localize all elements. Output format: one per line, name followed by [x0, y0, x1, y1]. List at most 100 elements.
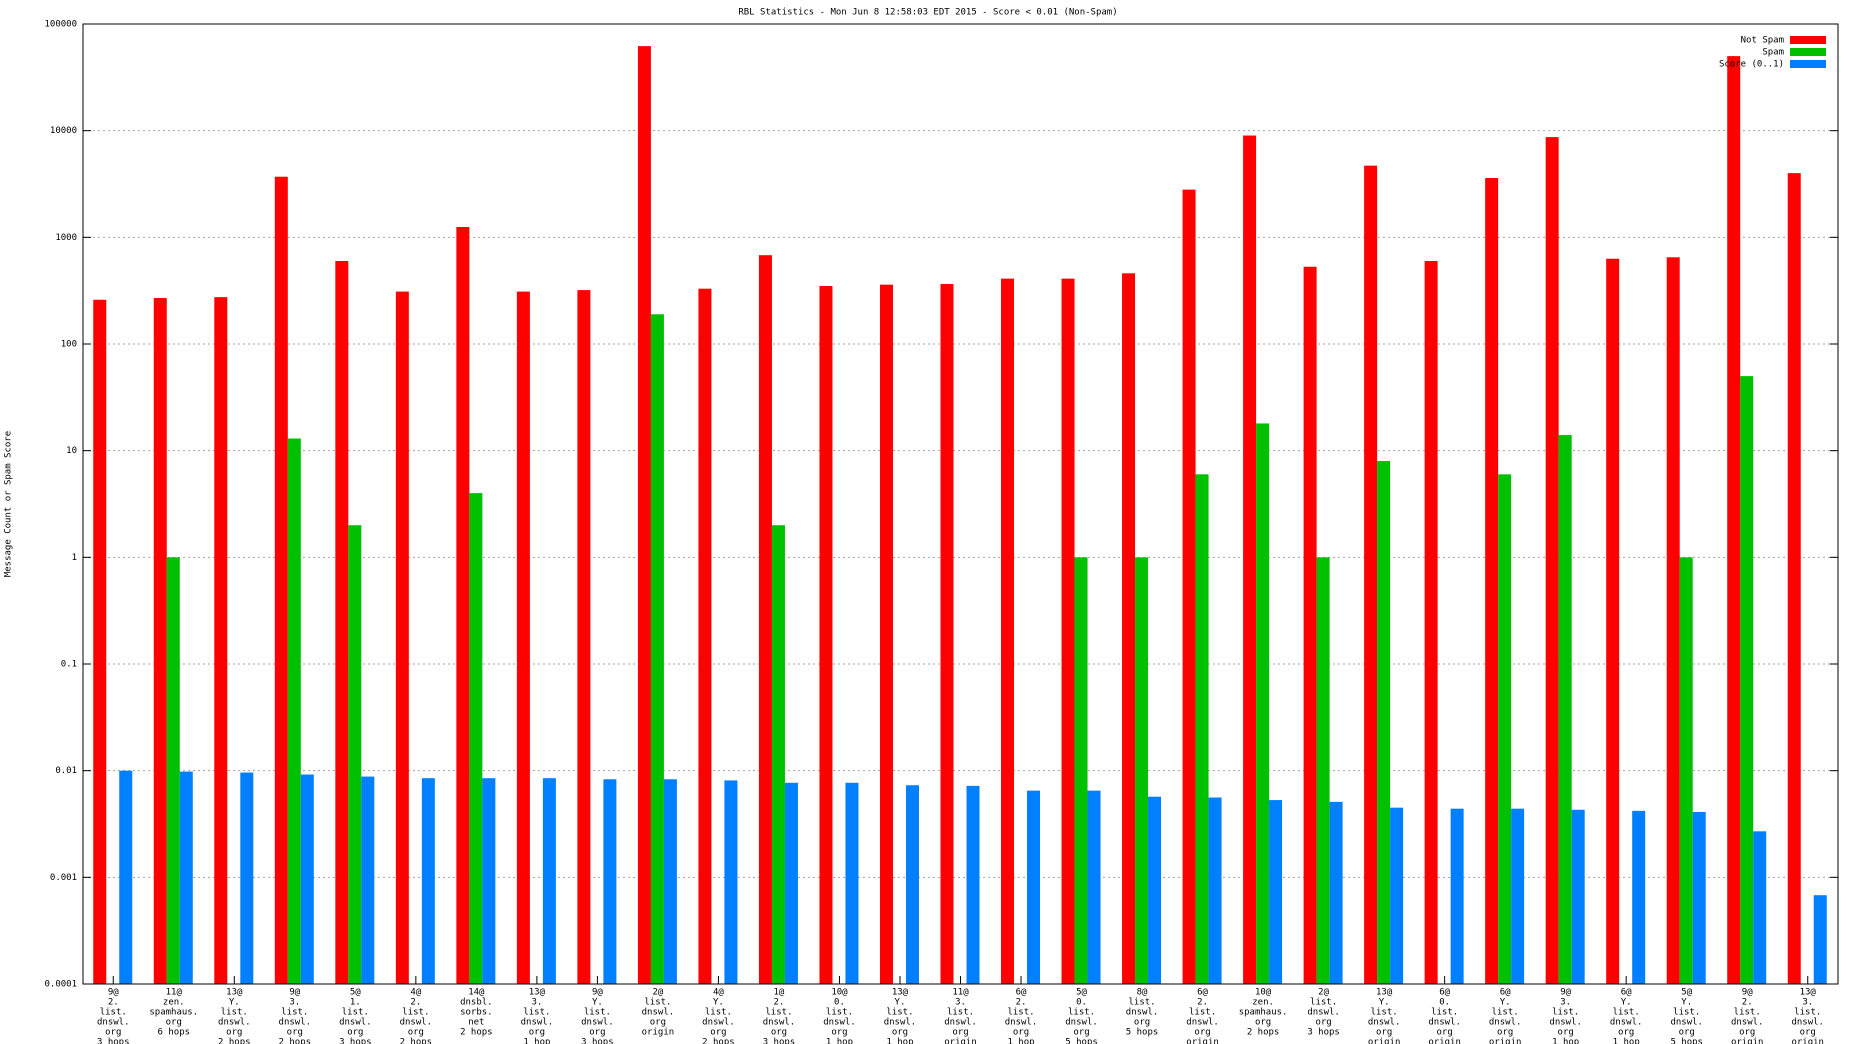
x-tick-label: list.: [1794, 1008, 1821, 1018]
y-tick-label: 0.1: [61, 660, 77, 670]
x-tick-label: 1 hop: [1613, 1038, 1640, 1044]
x-tick-label: 11@: [166, 988, 183, 998]
legend-label: Not Spam: [1741, 36, 1784, 46]
x-tick-label: 2.: [1742, 998, 1753, 1008]
x-tick-label: 6 hops: [158, 1028, 191, 1038]
x-tick-label: list.: [100, 1008, 127, 1018]
x-tick-label: 1.: [350, 998, 361, 1008]
legend-swatch: [1790, 60, 1826, 68]
bar: [93, 299, 107, 984]
x-tick-label: org: [1497, 1028, 1513, 1038]
legend-swatch: [1790, 36, 1826, 44]
x-tick-label: list.: [342, 1008, 369, 1018]
bar: [845, 782, 859, 984]
x-tick-label: dnswl.: [1549, 1018, 1582, 1028]
x-tick-label: zen.: [163, 998, 185, 1008]
y-tick-label: 100: [61, 340, 77, 350]
x-tick-label: spamhaus.: [1239, 1008, 1288, 1018]
x-tick-label: list.: [1431, 1008, 1458, 1018]
bar: [771, 525, 785, 984]
x-tick-label: dnswl.: [218, 1018, 251, 1028]
x-tick-label: org: [1679, 1028, 1695, 1038]
x-tick-label: 1 hop: [886, 1038, 913, 1044]
bar: [1195, 474, 1209, 984]
x-tick-label: dnswl.: [1186, 1018, 1219, 1028]
bar: [119, 770, 133, 984]
x-tick-label: list.: [1673, 1008, 1700, 1018]
x-tick-label: 13@: [226, 988, 243, 998]
x-tick-label: dnswl.: [702, 1018, 735, 1028]
x-tick-label: list.: [1371, 1008, 1398, 1018]
x-tick-label: dnswl.: [581, 1018, 614, 1028]
bar: [456, 226, 470, 984]
x-tick-label: org: [408, 1028, 424, 1038]
x-tick-label: org: [1073, 1028, 1089, 1038]
x-tick-label: 3 hops: [581, 1038, 614, 1044]
x-tick-label: 9@: [1560, 988, 1571, 998]
bar: [1027, 790, 1041, 984]
x-tick-label: list.: [523, 1008, 550, 1018]
x-tick-label: 2.: [774, 998, 785, 1008]
x-tick-label: dnswl.: [97, 1018, 130, 1028]
bar: [758, 255, 772, 985]
x-tick-label: list.: [1068, 1008, 1095, 1018]
y-tick-label: 10: [66, 446, 77, 456]
bar: [637, 46, 651, 984]
x-tick-label: 3.: [955, 998, 966, 1008]
x-tick-label: org: [710, 1028, 726, 1038]
bar: [542, 778, 556, 984]
plot-border: [82, 23, 1839, 985]
x-tick-label: org: [1013, 1028, 1029, 1038]
x-tick-label: org: [226, 1028, 242, 1038]
bar: [166, 557, 180, 984]
x-tick-label: org: [650, 1018, 666, 1028]
bar: [300, 774, 314, 984]
bar: [1148, 796, 1162, 984]
x-tick-label: 0.: [1439, 998, 1450, 1008]
x-tick-label: list.: [886, 1008, 913, 1018]
x-tick-label: dnswl.: [400, 1018, 433, 1028]
bar: [1545, 137, 1559, 985]
bar: [1606, 258, 1620, 984]
bar: [1243, 135, 1257, 984]
x-tick-label: list.: [584, 1008, 611, 1018]
x-tick-label: origin: [1368, 1038, 1401, 1044]
x-tick-label: 0.: [1076, 998, 1087, 1008]
x-tick-label: list.: [1492, 1008, 1519, 1018]
x-tick-label: list.: [644, 998, 671, 1008]
x-tick-label: list.: [1734, 1008, 1761, 1018]
x-tick-label: 2.: [108, 998, 119, 1008]
x-tick-label: dnswl.: [763, 1018, 796, 1028]
bar: [1485, 177, 1499, 985]
bar: [1571, 809, 1585, 984]
bar: [879, 284, 893, 984]
x-tick-label: org: [347, 1028, 363, 1038]
bar: [348, 525, 362, 984]
x-tick-label: dnswl.: [642, 1008, 675, 1018]
bar: [1666, 257, 1680, 984]
x-tick-label: 6@: [1439, 988, 1450, 998]
bar: [1303, 266, 1317, 984]
x-tick-label: org: [892, 1028, 908, 1038]
x-tick-label: 6@: [1016, 988, 1027, 998]
bar: [1679, 557, 1693, 984]
x-tick-label: origin: [1791, 1038, 1824, 1044]
x-tick-label: list.: [221, 1008, 248, 1018]
x-tick-label: 3.: [289, 998, 300, 1008]
bar: [214, 297, 228, 985]
bar: [1135, 557, 1149, 984]
x-tick-label: net: [468, 1018, 484, 1028]
y-tick-label: 1: [72, 553, 77, 563]
x-tick-label: list.: [402, 1008, 429, 1018]
x-tick-label: dnswl.: [823, 1018, 856, 1028]
bar: [784, 782, 798, 984]
x-tick-label: org: [105, 1028, 121, 1038]
bar: [1498, 474, 1512, 984]
x-tick-label: 5@: [350, 988, 361, 998]
x-tick-label: 11@: [952, 988, 969, 998]
y-tick-label: 1000: [55, 233, 77, 243]
bar: [1182, 189, 1196, 984]
bar: [1787, 173, 1801, 985]
x-tick-label: list.: [1007, 1008, 1034, 1018]
x-tick-label: dnswl.: [884, 1018, 917, 1028]
